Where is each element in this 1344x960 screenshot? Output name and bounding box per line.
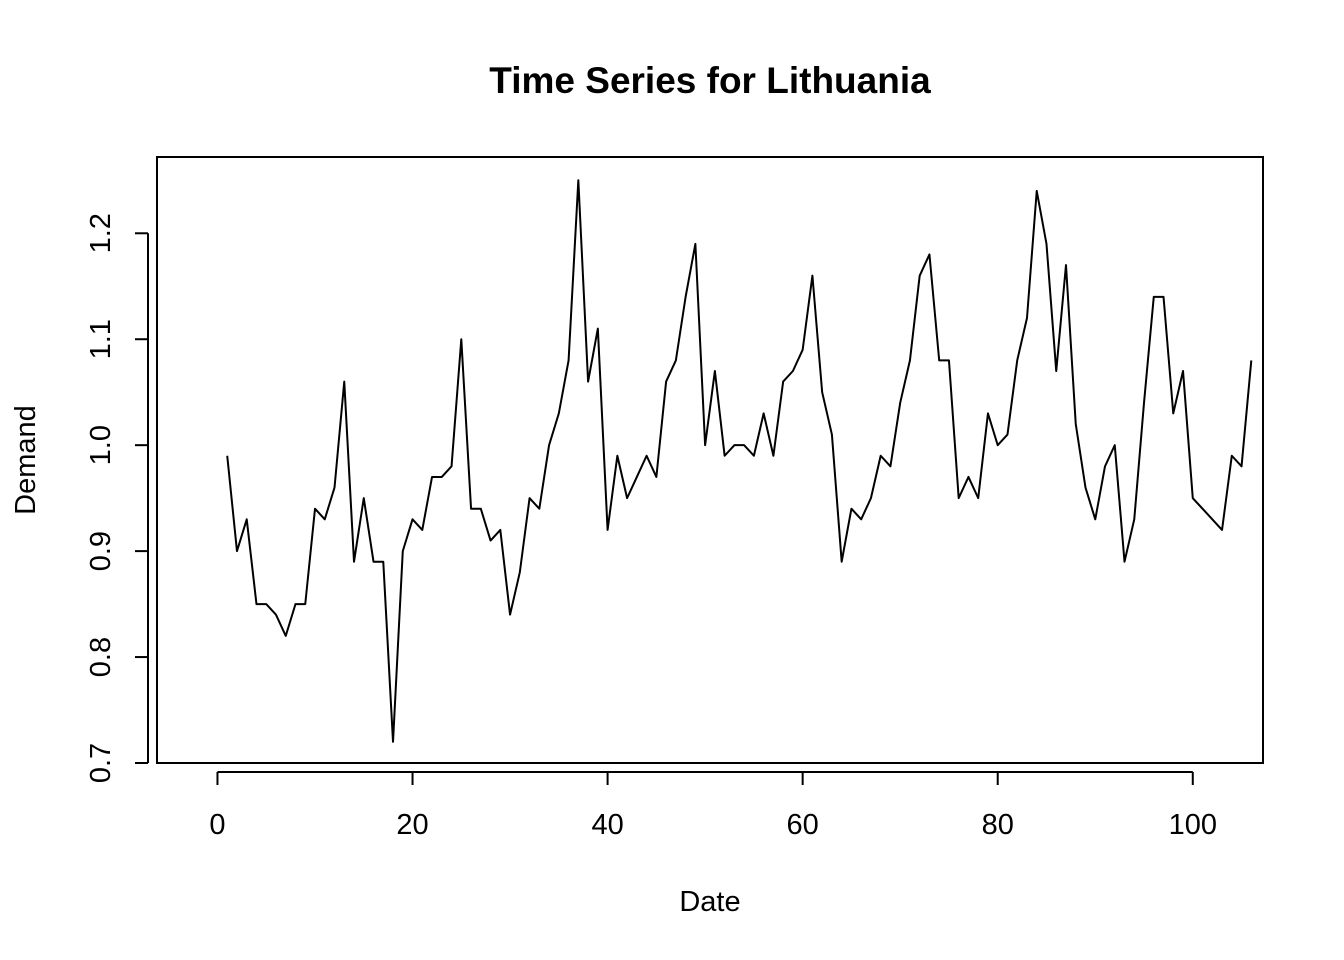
chart-title: Time Series for Lithuania (489, 60, 931, 101)
y-tick-label: 0.7 (85, 743, 117, 783)
y-axis-label: Demand (10, 405, 42, 515)
x-axis: 0 20 40 60 80 100 (209, 771, 1217, 841)
x-tick-label: 40 (591, 809, 623, 841)
y-tick-label: 0.8 (85, 637, 117, 677)
x-tick-label: 60 (787, 809, 819, 841)
x-tick-label: 0 (209, 809, 225, 841)
y-tick-label: 1.1 (85, 319, 117, 359)
plot-frame (156, 156, 1264, 764)
y-tick-label: 1.0 (85, 425, 117, 465)
y-tick-label: 1.2 (85, 213, 117, 253)
x-axis-label: Date (679, 886, 740, 918)
x-tick-label: 100 (1169, 809, 1217, 841)
y-tick-label: 0.9 (85, 531, 117, 571)
y-axis: 0.7 0.8 0.9 1.0 1.1 1.2 (85, 213, 149, 783)
x-tick-label: 80 (982, 809, 1014, 841)
x-tick-label: 20 (396, 809, 428, 841)
series-line (226, 179, 1253, 743)
